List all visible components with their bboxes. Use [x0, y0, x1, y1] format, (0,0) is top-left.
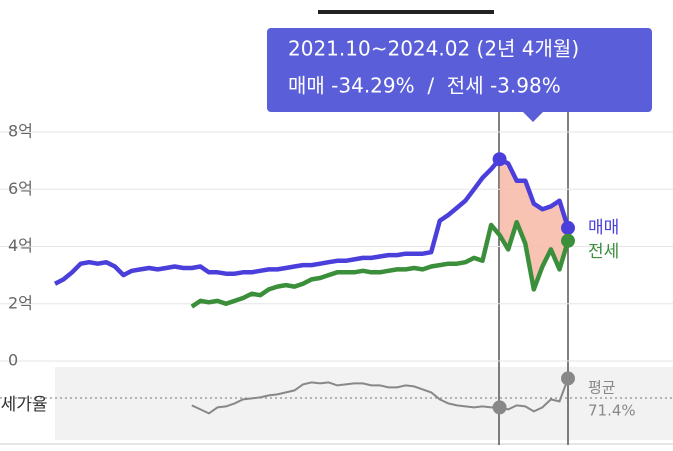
tooltip-pointer — [522, 111, 544, 122]
series-line — [190, 219, 571, 309]
average-label: 평균 — [588, 379, 616, 397]
end-dot — [561, 220, 575, 235]
scroll-handle — [318, 10, 494, 14]
series-line — [53, 156, 571, 286]
y-tick-label: 6억 — [8, 179, 33, 198]
legend-label: 전세 — [588, 242, 619, 262]
ratio-dot — [561, 371, 575, 386]
y-tick-label: 2억 — [8, 293, 33, 312]
ratio-dot — [492, 400, 507, 415]
legend-label: 매매 — [588, 218, 619, 238]
y-tick-label: 8억 — [8, 122, 33, 141]
ratio-panel — [55, 367, 673, 440]
end-dot — [561, 233, 575, 248]
average-value: 71.4% — [588, 402, 636, 420]
tooltip-period: 2021.10~2024.02 (2년 4개월) — [288, 37, 579, 61]
tooltip — [267, 28, 652, 112]
tooltip-change: 매매 -34.29% / 전세 -3.98% — [288, 74, 561, 98]
ratio-label: 전세가율 — [0, 395, 48, 415]
y-tick-label: 4억 — [8, 236, 33, 255]
y-tick-label: 0 — [8, 351, 18, 370]
selection-area — [499, 159, 568, 290]
start-dot — [492, 152, 507, 167]
